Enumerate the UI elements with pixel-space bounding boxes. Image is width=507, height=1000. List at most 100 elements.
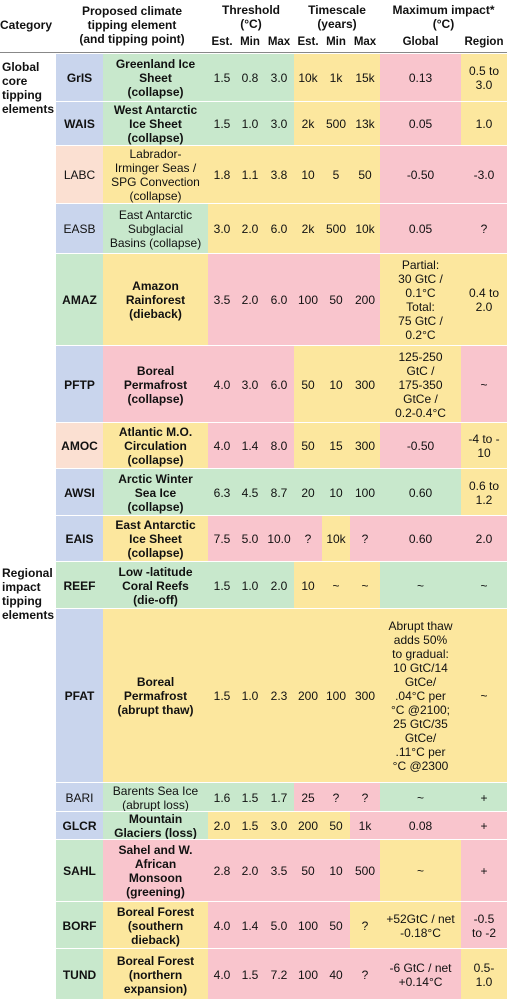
timescale-max: 100: [350, 469, 380, 516]
timescale-min: ?: [322, 783, 350, 812]
element-name: Boreal Forest (northern expansion): [103, 949, 208, 1000]
timescale-est: 2k: [294, 102, 322, 146]
header-timescale: Timescale (years): [308, 3, 366, 31]
timescale-max: 13k: [350, 102, 380, 146]
element-code: AWSI: [56, 469, 103, 516]
threshold-min: 2.0: [236, 840, 264, 902]
impact-region: 0.6 to 1.2: [461, 469, 507, 516]
header-element: Proposed climate tipping element (and ti…: [79, 4, 185, 46]
threshold-est: 4.0: [208, 423, 236, 469]
impact-region: ~: [461, 609, 507, 783]
threshold-max: 6.0: [264, 254, 294, 346]
impact-region: +: [461, 812, 507, 840]
threshold-est: 3.0: [208, 204, 236, 254]
impact-global: -0.50: [380, 423, 461, 469]
timescale-max: 300: [350, 609, 380, 783]
threshold-max: 2.3: [264, 609, 294, 783]
impact-region: 0.5- 1.0: [461, 949, 507, 1000]
header-threshold: Threshold (°C): [221, 3, 280, 31]
threshold-est: 1.5: [208, 609, 236, 783]
header-timescale-min: Min: [326, 36, 346, 48]
timescale-min: 10: [322, 346, 350, 423]
threshold-max: 5.0: [264, 902, 294, 949]
impact-global: 0.05: [380, 204, 461, 254]
timescale-est: 200: [294, 812, 322, 840]
impact-global: -0.50: [380, 146, 461, 204]
element-name: West Antarctic Ice Sheet (collapse): [103, 102, 208, 146]
impact-global: 0.05: [380, 102, 461, 146]
element-name: Amazon Rainforest (dieback): [103, 254, 208, 346]
impact-global: ~: [380, 783, 461, 812]
timescale-est: 200: [294, 609, 322, 783]
threshold-min: 5.0: [236, 516, 264, 562]
threshold-est: 6.3: [208, 469, 236, 516]
threshold-min: 2.0: [236, 204, 264, 254]
element-code: GLCR: [56, 812, 103, 840]
timescale-est: 50: [294, 423, 322, 469]
timescale-max: 15k: [350, 54, 380, 102]
timescale-est: 100: [294, 254, 322, 346]
threshold-est: 7.5: [208, 516, 236, 562]
element-code: AMAZ: [56, 254, 103, 346]
threshold-est: 1.5: [208, 562, 236, 609]
threshold-min: 4.5: [236, 469, 264, 516]
impact-region: -0.5 to -2: [461, 902, 507, 949]
impact-global: 0.08: [380, 812, 461, 840]
timescale-est: 50: [294, 346, 322, 423]
element-name: Greenland Ice Sheet (collapse): [103, 54, 208, 102]
timescale-min: 5: [322, 146, 350, 204]
threshold-max: 3.0: [264, 102, 294, 146]
timescale-max: 500: [350, 840, 380, 902]
timescale-est: 10: [294, 562, 322, 609]
impact-global: Abrupt thaw adds 50% to gradual: 10 GtC/…: [380, 609, 461, 783]
threshold-est: 1.6: [208, 783, 236, 812]
threshold-max: 10.0: [264, 516, 294, 562]
header-timescale-max: Max: [353, 36, 377, 48]
impact-region: ?: [461, 204, 507, 254]
timescale-max: 300: [350, 346, 380, 423]
header-threshold-min: Min: [240, 36, 260, 48]
threshold-est: 2.8: [208, 840, 236, 902]
impact-region: 2.0: [461, 516, 507, 562]
element-name: Arctic Winter Sea Ice (collapse): [103, 469, 208, 516]
category-regional-impact: Regional impact tipping elements: [2, 566, 55, 622]
timescale-est: 50: [294, 840, 322, 902]
timescale-est: 20: [294, 469, 322, 516]
timescale-min: 1k: [322, 54, 350, 102]
impact-global: 125-250 GtC / 175-350 GtCe / 0.2-0.4°C: [380, 346, 461, 423]
timescale-min: 50: [322, 812, 350, 840]
timescale-est: 10: [294, 146, 322, 204]
element-code: SAHL: [56, 840, 103, 902]
impact-global: -6 GtC / net +0.14°C: [380, 949, 461, 1000]
timescale-max: 10k: [350, 204, 380, 254]
threshold-max: 3.0: [264, 54, 294, 102]
element-name: Mountain Glaciers (loss): [103, 812, 208, 840]
impact-region: -4 to - 10: [461, 423, 507, 469]
threshold-max: 3.8: [264, 146, 294, 204]
threshold-est: 4.0: [208, 902, 236, 949]
header-impact: Maximum impact* (°C): [392, 3, 495, 31]
timescale-max: ?: [350, 516, 380, 562]
header-threshold-max: Max: [267, 36, 291, 48]
element-code: EASB: [56, 204, 103, 254]
element-name: Labrador- Irminger Seas / SPG Convection…: [103, 146, 208, 204]
timescale-max: 50: [350, 146, 380, 204]
header-timescale-est: Est.: [297, 36, 319, 48]
threshold-min: 1.4: [236, 423, 264, 469]
threshold-est: 3.5: [208, 254, 236, 346]
impact-global: +52GtC / net -0.18°C: [380, 902, 461, 949]
element-name: Boreal Permafrost (collapse): [103, 346, 208, 423]
element-name: Atlantic M.O. Circulation (collapse): [103, 423, 208, 469]
threshold-min: 1.4: [236, 902, 264, 949]
threshold-max: 7.2: [264, 949, 294, 1000]
threshold-est: 2.0: [208, 812, 236, 840]
element-code: REEF: [56, 562, 103, 609]
threshold-est: 1.5: [208, 102, 236, 146]
threshold-min: 1.0: [236, 609, 264, 783]
timescale-min: 100: [322, 609, 350, 783]
threshold-est: 4.0: [208, 949, 236, 1000]
element-code: EAIS: [56, 516, 103, 562]
threshold-est: 1.5: [208, 54, 236, 102]
timescale-min: 500: [322, 102, 350, 146]
